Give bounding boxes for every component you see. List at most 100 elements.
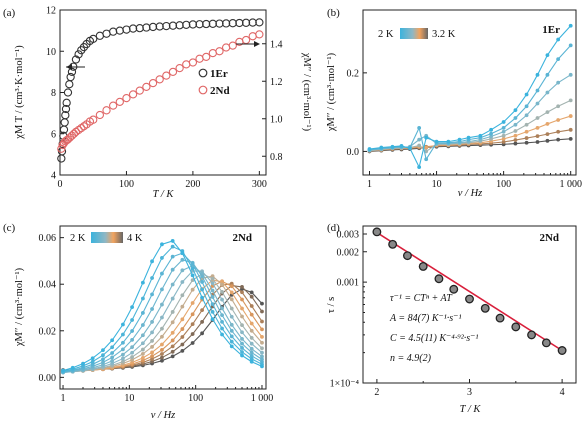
point-2.67 K	[180, 268, 185, 273]
point-2.33 K	[101, 357, 105, 362]
point-1Er	[57, 154, 66, 163]
x-tick-label: 100	[188, 393, 203, 404]
panel-d-title: 2Nd	[539, 232, 559, 244]
point-3.67 K	[150, 357, 154, 361]
point-2 K	[367, 147, 372, 151]
point-3.0 K	[140, 347, 145, 352]
point-2.6 K	[535, 116, 540, 120]
point-1Er	[215, 19, 224, 28]
point-2.83 K	[249, 341, 254, 346]
legend-label-2nd: 2Nd	[210, 85, 230, 97]
point-2.83 K	[140, 341, 145, 346]
point-2.5 K	[110, 355, 115, 360]
point-3.0 K	[260, 346, 264, 351]
point-3.83 K	[170, 349, 175, 354]
point-2.83 K	[220, 297, 224, 302]
point-2Nd	[208, 48, 217, 58]
point-2Nd	[221, 43, 231, 52]
point-2Nd	[228, 41, 237, 50]
point-2.33 K	[229, 334, 234, 339]
point-2.2 K	[489, 131, 493, 136]
point-2.6 K	[545, 110, 550, 115]
point-2.67 K	[260, 354, 264, 359]
y-tick-label: 0.0	[347, 147, 360, 158]
point-2.6 K	[417, 143, 422, 148]
point-2.33 K	[210, 302, 215, 307]
point-2Nd	[95, 110, 105, 120]
panel-c-series	[61, 239, 264, 375]
point-3.5 K	[160, 348, 164, 352]
point-2.6 K	[513, 129, 518, 133]
point-3.17 K	[260, 340, 264, 345]
point-2.0 K	[70, 365, 75, 370]
panel-b-y-label: χM′′ / (cm³·mol⁻¹)	[326, 52, 337, 132]
y-tick-label: 1×10⁻⁴	[330, 379, 360, 390]
point-2.17 K	[160, 256, 164, 260]
point-2 K	[399, 144, 404, 148]
point-2.67 K	[121, 352, 125, 357]
point-2.5 K	[180, 257, 185, 262]
panel-c-y-ticks: 0.00 0.02 0.04 0.06	[39, 233, 64, 384]
point-2Nd	[255, 30, 264, 39]
point-2.83 K	[210, 281, 215, 286]
point-2.0 K	[229, 344, 234, 349]
point-2Nd	[102, 106, 111, 115]
y-tick-label: 6	[51, 129, 56, 140]
point-3.2 K	[568, 136, 573, 141]
point-3.17 K	[190, 287, 195, 292]
point-2 K	[524, 92, 529, 97]
point-2.17 K	[210, 309, 215, 314]
point-2.33 K	[190, 261, 195, 266]
point-3.17 K	[130, 357, 134, 362]
x-tick-label: 0	[58, 179, 63, 190]
point-2Nd	[89, 115, 98, 124]
point-1Er	[95, 31, 105, 40]
point-2.33 K	[90, 362, 95, 367]
y-tick-label: 0.04	[39, 280, 57, 291]
panel-a-y-label: χM T / (cm³·K·mol⁻¹)	[14, 45, 25, 140]
point-3.67 K	[170, 344, 175, 349]
point-2.4 K	[524, 113, 529, 118]
point-2.5 K	[130, 338, 134, 342]
point-2Nd	[248, 32, 257, 41]
point-3.33 K	[260, 334, 264, 339]
point-2.33 K	[110, 351, 115, 355]
panel-a-label: (a)	[3, 7, 16, 19]
point-2.17 K	[140, 296, 145, 301]
point-2.5 K	[210, 295, 215, 299]
point-2.0 K	[110, 338, 115, 343]
legend-marker-1er	[198, 68, 208, 78]
point-2Nd	[188, 58, 198, 67]
point-2 K	[535, 72, 540, 77]
point-4.0 K	[170, 354, 175, 359]
point-2.0 K	[140, 280, 145, 285]
point-2 K	[424, 135, 429, 140]
point-2.0 K	[180, 251, 185, 255]
point-2.4 K	[417, 137, 422, 142]
point-3.0 K	[121, 359, 125, 364]
tau-point	[495, 313, 505, 323]
point-2.83 K	[160, 315, 164, 320]
point-2 K	[478, 133, 483, 138]
point-2.17 K	[110, 345, 115, 350]
point-2.8 K	[424, 145, 429, 150]
point-2.2 K	[501, 125, 506, 130]
point-2.83 K	[240, 330, 244, 335]
point-2.33 K	[200, 280, 204, 284]
point-2.17 K	[101, 353, 105, 358]
point-2.67 K	[170, 282, 175, 287]
point-2 K	[434, 139, 439, 144]
point-2.2 K	[568, 43, 573, 48]
point-3.2 K	[545, 138, 550, 143]
point-2Nd	[215, 47, 224, 56]
point-2.0 K	[200, 295, 204, 300]
point-2 K	[568, 23, 573, 28]
y-tick-label: 10	[46, 47, 56, 58]
point-3.0 K	[160, 326, 164, 331]
panel-c-colorbar-from: 2 K	[70, 233, 86, 244]
point-2.83 K	[229, 314, 234, 319]
point-4.0 K	[200, 331, 204, 336]
panel-a-points	[57, 18, 264, 163]
point-3.5 K	[150, 354, 154, 359]
point-2Nd	[155, 75, 164, 84]
